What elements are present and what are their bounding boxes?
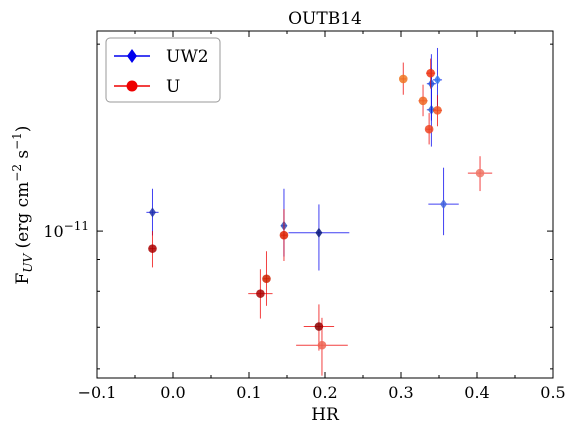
x-tick-label: 0.5 [540, 383, 565, 402]
circle-marker [256, 289, 265, 298]
diamond-marker [433, 74, 441, 85]
circle-marker [398, 74, 408, 84]
circle-marker [148, 244, 157, 253]
data-point [398, 62, 408, 95]
x-axis-ticks: −0.1 0.0 0.1 0.2 0.3 0.4 0.5 [78, 31, 566, 402]
x-tick-label: 0.1 [236, 383, 261, 402]
diamond-marker [148, 207, 156, 218]
x-tick-label: 0.3 [388, 383, 413, 402]
data-point [262, 251, 271, 306]
x-tick-label: 0.0 [160, 383, 185, 402]
data-point [424, 113, 434, 145]
data-point [467, 156, 493, 192]
data-point [418, 84, 428, 117]
x-axis-label: HR [311, 405, 340, 425]
circle-marker [418, 96, 428, 106]
legend-label: UW2 [166, 47, 209, 67]
data-point [279, 209, 289, 262]
circle-marker [317, 340, 327, 350]
data-point [428, 167, 459, 236]
circle-marker [433, 106, 442, 115]
chart-title: OUTB14 [288, 9, 362, 29]
data-point [288, 204, 350, 271]
data-point [248, 269, 273, 319]
data-point [432, 95, 443, 127]
x-tick-label: −0.1 [78, 383, 117, 402]
diamond-marker [315, 227, 323, 238]
circle-marker [426, 68, 435, 78]
y-tick-label: 10−11 [43, 219, 89, 241]
x-tick-label: 0.4 [464, 383, 489, 402]
circle-marker [262, 274, 271, 284]
legend-circle-marker [126, 80, 138, 92]
series-u [148, 58, 493, 376]
circle-marker [424, 124, 434, 134]
data-point [148, 231, 157, 268]
diamond-marker [440, 199, 448, 210]
y-axis-label: FUV (erg cm−2 s−1) [10, 126, 35, 285]
data-point [426, 58, 436, 89]
x-tick-label: 0.2 [312, 383, 337, 402]
circle-marker [314, 322, 324, 331]
legend-entry-uw2: UW2 [114, 47, 209, 67]
legend: UW2 U [105, 37, 221, 103]
data-point [296, 317, 348, 376]
y-axis-ticks: 10−11 [43, 43, 553, 370]
legend-label: U [166, 77, 180, 97]
legend-diamond-marker [127, 49, 137, 63]
legend-entry-u: U [114, 77, 180, 97]
circle-marker [475, 168, 485, 178]
data-point [426, 54, 436, 121]
diamond-marker [427, 78, 435, 89]
data-point [146, 188, 159, 236]
data-points [146, 47, 493, 376]
circle-marker [279, 230, 289, 240]
